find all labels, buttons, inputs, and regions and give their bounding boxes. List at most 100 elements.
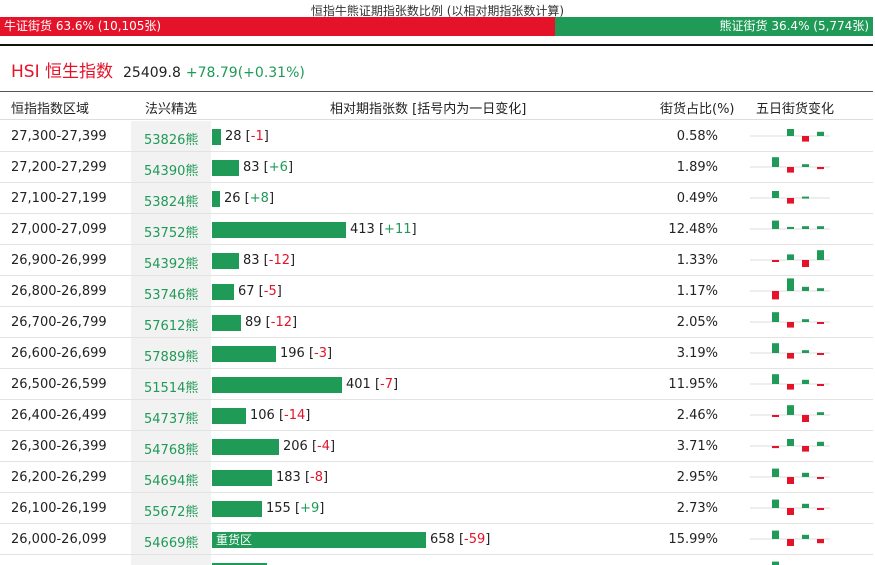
contracts-count: 401	[346, 377, 371, 392]
contracts-bar	[212, 377, 342, 393]
row-range: 26,000-26,099	[11, 532, 107, 547]
contracts-change: +11	[384, 222, 412, 237]
sparkline-bar	[787, 167, 794, 173]
contracts-bar	[212, 501, 262, 517]
contracts-bar	[212, 129, 221, 145]
sparkline-bar	[772, 343, 779, 353]
bracket-open: [	[259, 160, 269, 175]
contracts-value: 155 [+9]	[266, 501, 324, 516]
table-row: 26,400-26,499 54737熊 106 [-14] 2.46%	[0, 400, 873, 431]
bull-share-segment: 牛证街货 63.6% (10,105张)	[0, 17, 556, 36]
table-row: 27,200-27,299 54390熊 83 [+6] 1.89%	[0, 152, 873, 183]
table-row: 27,100-27,199 53824熊 26 [+8] 0.49%	[0, 183, 873, 214]
sparkline-bar	[817, 250, 824, 260]
sparkline-bar	[787, 508, 794, 515]
table-row: 26,000-26,099 54669熊 重货区 658 [-59] 15.99%	[0, 524, 873, 555]
row-range: 27,200-27,299	[11, 160, 107, 175]
row-pct: 2.05%	[676, 315, 718, 330]
warrant-code-link[interactable]: 54392熊	[144, 257, 199, 272]
warrant-code-link[interactable]: 53824熊	[144, 195, 199, 210]
row-range: 27,000-27,099	[11, 222, 107, 237]
sparkline-bar	[802, 415, 809, 422]
contracts-change: -12	[268, 253, 290, 268]
contracts-change: +6	[268, 160, 288, 175]
five-day-sparkline	[750, 374, 830, 390]
sparkline-bar	[787, 477, 794, 484]
contracts-bar	[212, 346, 276, 362]
warrant-code-link[interactable]: 54669熊	[144, 536, 199, 551]
sparkline-bar	[802, 226, 809, 229]
index-name[interactable]: HSI 恒生指数	[11, 62, 113, 82]
bracket-close: ]	[292, 315, 298, 330]
warrant-code-link[interactable]: 54768熊	[144, 443, 199, 458]
sparkline-bar	[787, 226, 794, 229]
bracket-close: ]	[411, 222, 417, 237]
row-pct: 1.17%	[676, 284, 718, 299]
contracts-count: 658	[430, 532, 455, 547]
warrant-code-link[interactable]: 54737熊	[144, 412, 199, 427]
contracts-count: 206	[283, 439, 308, 454]
warrant-code-link[interactable]: 51514熊	[144, 381, 199, 396]
contracts-value: 67 [-5]	[238, 284, 282, 299]
contracts-value: 401 [-7]	[346, 377, 398, 392]
warrant-code-link[interactable]: 54390熊	[144, 164, 199, 179]
warrant-code-link[interactable]: 53826熊	[144, 133, 199, 148]
sparkline-bar	[772, 157, 779, 167]
warrant-code-link[interactable]: 57889熊	[144, 350, 199, 365]
five-day-sparkline	[750, 468, 830, 484]
sparkline-bar	[802, 446, 809, 452]
contracts-count: 89	[245, 315, 262, 330]
sparkline-bar	[787, 539, 794, 546]
contracts-change: -1	[250, 129, 264, 144]
sparkline-bar	[787, 439, 794, 446]
page-title: 恒指牛熊证期指张数比例 (以相对期指张数计算)	[310, 4, 565, 18]
row-code-cell: 57612熊	[131, 307, 211, 337]
bracket-close: ]	[287, 160, 294, 175]
contracts-change: -59	[464, 532, 486, 547]
contracts-change: -14	[284, 408, 306, 423]
warrant-code-link[interactable]: 53746熊	[144, 288, 199, 303]
sparkline-bar	[802, 196, 809, 199]
contracts-bar	[212, 222, 346, 238]
bull-bear-ratio-bar: 牛证街货 63.6% (10,105张) 熊证街货 36.4% (5,774张)	[0, 17, 873, 36]
contracts-count: 83	[243, 253, 260, 268]
bracket-close: ]	[305, 408, 311, 423]
bracket-open: [	[259, 253, 269, 268]
sparkline-bar	[772, 374, 779, 384]
warrant-code-link[interactable]: 54694熊	[144, 474, 199, 489]
sparkline-bar	[817, 322, 824, 324]
contracts-bar	[212, 160, 239, 176]
five-day-sparkline	[750, 250, 830, 267]
sparkline-bar	[772, 561, 779, 565]
contracts-value: 89 [-12]	[245, 315, 297, 330]
five-day-sparkline	[772, 561, 779, 565]
row-pct: 2.95%	[676, 470, 718, 485]
five-day-sparkline	[750, 220, 830, 230]
bracket-open: [	[374, 222, 385, 237]
contracts-count: 196	[280, 346, 305, 361]
contracts-value: 183 [-8]	[276, 470, 328, 485]
header-code: 法兴精选	[145, 102, 198, 117]
table-row: 26,500-26,599 51514熊 401 [-7] 11.95%	[0, 369, 873, 400]
row-code-cell: 54669熊	[131, 524, 211, 554]
warrant-code-link[interactable]: 53752熊	[144, 226, 199, 241]
sparkline-bar	[787, 278, 794, 291]
contracts-bar	[212, 563, 267, 565]
row-code-cell: 51514熊	[131, 369, 211, 399]
contracts-bar	[212, 191, 220, 207]
sparkline-bar	[817, 384, 824, 386]
warrant-code-link[interactable]: 57612熊	[144, 319, 199, 334]
row-pct: 0.58%	[676, 129, 718, 144]
sparkline-bar	[817, 131, 824, 136]
sparkline-bar	[787, 322, 794, 328]
contracts-count: 413	[350, 222, 375, 237]
row-code-cell: 54392熊	[131, 245, 211, 275]
warrant-code-link[interactable]: 55672熊	[144, 505, 199, 520]
bracket-close: ]	[485, 532, 491, 547]
five-day-sparkline	[750, 129, 830, 142]
contracts-change: -8	[310, 470, 324, 485]
sparkline-bar	[802, 379, 809, 384]
table-row: 26,800-26,899 53746熊 67 [-5] 1.17%	[0, 276, 873, 307]
row-range: 26,700-26,799	[11, 315, 107, 330]
bracket-close: ]	[276, 284, 282, 299]
